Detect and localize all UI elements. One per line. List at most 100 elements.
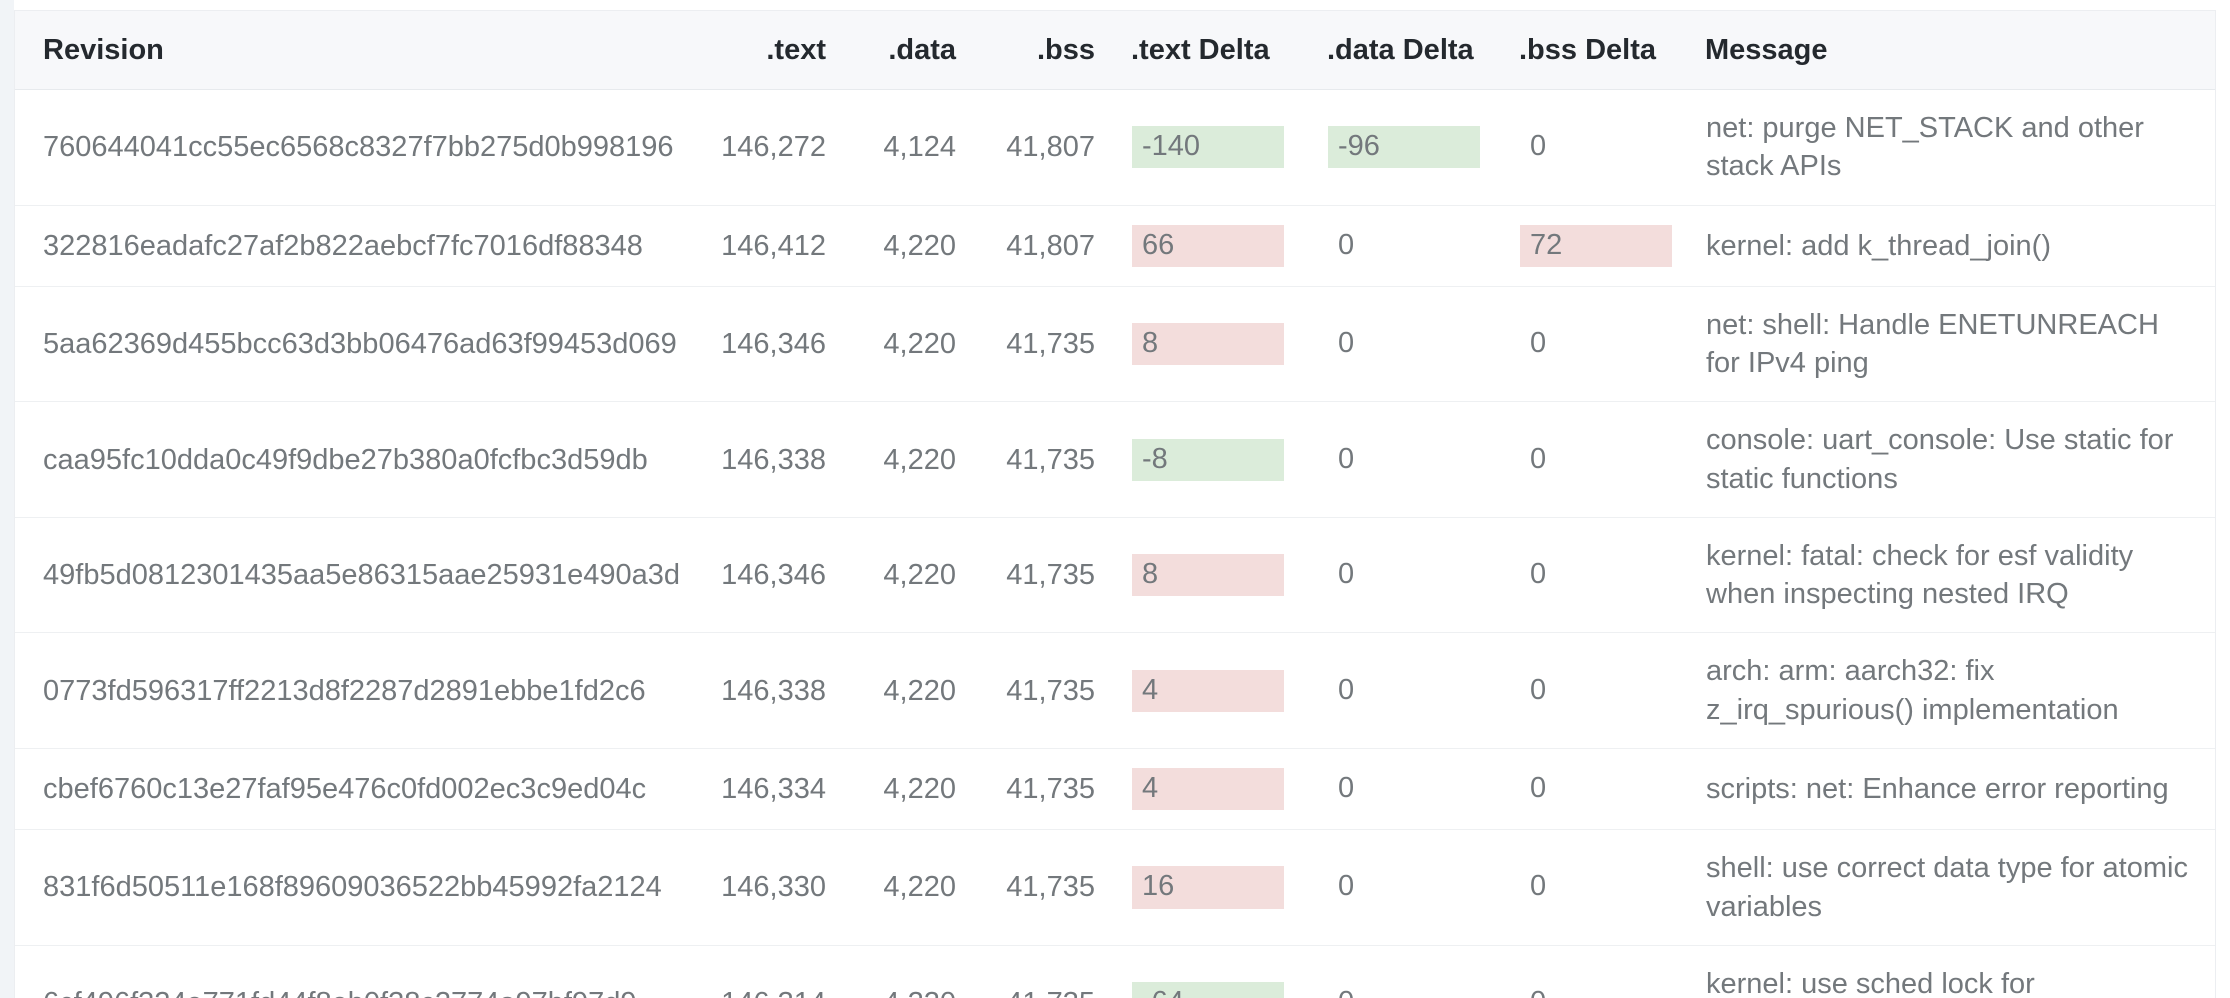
bss-size-cell: 41,735 [958,285,1131,402]
revision-cell: caa95fc10dda0c49f9dbe27b380a0fcfbc3d59db [15,401,665,518]
message-cell: net: purge NET_STACK and other stack API… [1706,112,2144,183]
message-cell: shell: use correct data type for atomic … [1705,829,2215,946]
data-delta-badge: 0 [1338,442,1355,475]
text-size-cell: 146,412 [665,204,830,287]
text-delta-cell: 8 [1131,516,1327,633]
text-delta-badge: 4 [1132,768,1284,811]
text-delta-badge: -64 [1132,981,1284,998]
data-size-cell: 4,220 [830,829,958,946]
revision-cell: 49fb5d0812301435aa5e86315aae25931e490a3d [15,516,680,633]
table-row: 322816eadafc27af2b822aebcf7fc7016df88348… [15,204,2215,287]
data-delta-badge: 0 [1328,982,1480,998]
text-delta-cell: 4 [1131,747,1327,830]
bss-delta-badge: 0 [1530,673,1547,706]
table-body: 760644041cc55ec6568c8327f7bb275d0b998196… [15,90,2215,998]
bss-delta-cell: 0 [1519,829,1705,946]
text-size-cell: 146,338 [665,401,830,518]
footprint-table: Revision .text .data .bss .text Delta .d… [15,11,2215,998]
data-delta-cell: 0 [1327,516,1519,633]
data-delta-badge: -96 [1328,126,1480,169]
bss-size-cell: 41,735 [958,516,1131,633]
data-size-cell: 4,220 [830,516,958,633]
data-delta-cell: 0 [1327,632,1519,749]
column-header-bss-delta: .bss Delta [1519,11,1705,90]
data-delta-cell: -96 [1327,90,1519,206]
text-delta-badge: 16 [1132,866,1284,909]
bss-delta-badge: 0 [1530,130,1547,163]
text-delta-cell: 4 [1131,632,1327,749]
bss-delta-cell: 0 [1519,90,1705,206]
bss-delta-cell: 0 [1519,632,1705,749]
bss-delta-badge: 0 [1520,982,1672,998]
data-size-cell: 4,124 [883,131,956,164]
text-size-cell: 146,330 [665,829,830,946]
bss-delta-badge: 72 [1520,224,1672,267]
data-size-cell: 4,220 [830,944,958,998]
bss-delta-cell: 0 [1519,401,1705,518]
text-size-cell: 146,314 [665,944,830,998]
text-size-cell: 146,346 [665,285,830,402]
text-delta-cell: 16 [1131,829,1327,946]
table-row: 0773fd596317ff2213d8f2287d2891ebbe1fd2c6… [15,632,2215,749]
message-cell: console: uart_console: Use static for st… [1705,401,2215,518]
data-delta-cell: 0 [1327,747,1519,830]
data-delta-cell: 0 [1327,401,1519,518]
data-delta-cell: 0 [1327,204,1519,287]
data-size-cell: 4,220 [830,285,958,402]
bss-size-cell: 41,807 [958,204,1131,287]
data-delta-badge: 0 [1338,870,1355,903]
data-delta-cell: 0 [1327,285,1519,402]
revision-cell: 0773fd596317ff2213d8f2287d2891ebbe1fd2c6 [15,632,665,749]
revision-cell: 5aa62369d455bcc63d3bb06476ad63f99453d069 [15,285,677,402]
bss-delta-badge: 0 [1530,772,1547,804]
text-delta-badge: 8 [1132,322,1284,366]
text-delta-badge: 4 [1132,669,1284,712]
bss-size-cell: 41,735 [958,401,1131,518]
data-delta-cell: 0 [1327,944,1519,998]
revision-cell: 6cf496f324e771fd44f8eb0f38c2774a97bf97d9 [15,944,665,998]
table-row: 831f6d50511e168f89609036522bb45992fa2124… [15,829,2215,946]
message-cell: scripts: net: Enhance error reporting [1705,747,2215,830]
data-size-cell: 4,220 [830,632,958,749]
page-gutter [0,0,14,998]
data-delta-badge: 0 [1338,326,1355,359]
bss-delta-badge: 0 [1530,870,1547,903]
data-delta-badge: 0 [1338,228,1355,261]
data-size-cell: 4,220 [830,204,958,287]
column-header-text-delta: .text Delta [1131,11,1327,90]
column-header-bss: .bss [958,11,1131,90]
bss-delta-badge: 0 [1530,558,1547,591]
text-delta-badge: -8 [1132,438,1284,481]
bss-delta-badge: 0 [1530,326,1547,359]
bss-size-cell: 41,735 [958,632,1131,749]
bss-delta-badge: 0 [1530,442,1547,475]
text-size-cell: 146,338 [665,632,830,749]
text-delta-badge: 8 [1132,554,1284,597]
bss-delta-cell: 0 [1519,944,1705,998]
bss-delta-cell: 0 [1519,747,1705,830]
message-cell: arch: arm: aarch32: fix z_irq_spurious()… [1705,632,2215,749]
revision-cell: 322816eadafc27af2b822aebcf7fc7016df88348 [15,204,665,287]
bss-delta-cell: 0 [1519,516,1705,633]
text-delta-cell: 8 [1131,285,1327,402]
table-row: caa95fc10dda0c49f9dbe27b380a0fcfbc3d59db… [15,401,2215,518]
data-delta-badge: 0 [1338,558,1355,591]
table-row: 6cf496f324e771fd44f8eb0f38c2774a97bf97d9… [15,944,2215,998]
bss-size-cell: 41,735 [958,747,1131,830]
column-header-revision: Revision [15,11,665,90]
table-row: 760644041cc55ec6568c8327f7bb275d0b998196… [15,90,2215,206]
data-size-cell: 4,220 [830,401,958,518]
revision-cell: cbef6760c13e27faf95e476c0fd002ec3c9ed04c [15,747,665,830]
text-delta-badge: -140 [1132,126,1284,169]
text-delta-badge: 66 [1132,224,1284,267]
column-header-data: .data [830,11,958,90]
table-header-row: Revision .text .data .bss .text Delta .d… [15,11,2215,90]
text-delta-cell: -140 [1131,90,1327,206]
table-header: Revision .text .data .bss .text Delta .d… [15,11,2215,90]
bss-size-cell: 41,735 [958,944,1131,998]
message-cell: kernel: use sched lock for k_thread_susp… [1705,944,2215,998]
column-header-message: Message [1705,11,2215,90]
revision-cell: 831f6d50511e168f89609036522bb45992fa2124 [15,829,665,946]
column-header-text: .text [665,11,830,90]
